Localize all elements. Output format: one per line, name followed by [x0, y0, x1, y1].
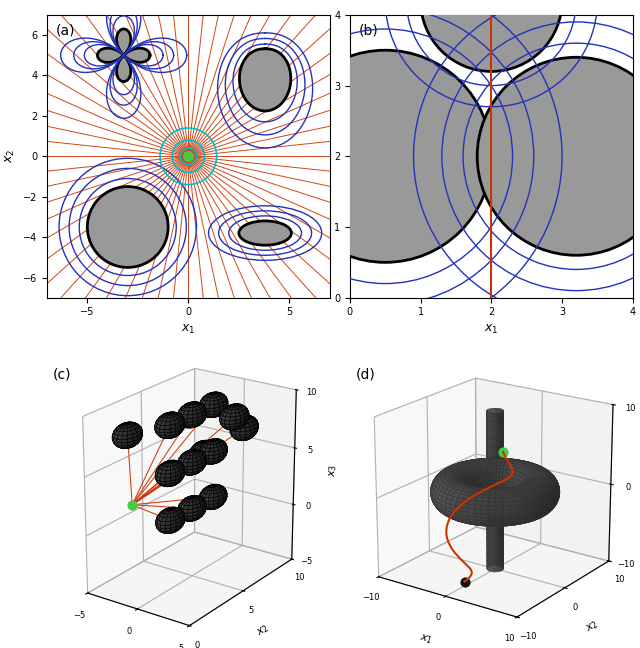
- Circle shape: [87, 187, 168, 268]
- Circle shape: [279, 50, 492, 262]
- Text: (c): (c): [52, 368, 71, 382]
- Text: (d): (d): [356, 368, 375, 382]
- Y-axis label: $x_2$: $x_2$: [584, 618, 602, 635]
- Polygon shape: [239, 49, 291, 111]
- Y-axis label: $x_2$: $x_2$: [255, 621, 272, 639]
- Circle shape: [420, 0, 562, 71]
- X-axis label: $x_1$: $x_1$: [484, 323, 499, 336]
- X-axis label: $x_1$: $x_1$: [417, 632, 433, 647]
- Ellipse shape: [239, 221, 291, 245]
- Text: (b): (b): [358, 23, 378, 38]
- Polygon shape: [97, 29, 150, 82]
- Y-axis label: $x_2$: $x_2$: [4, 149, 17, 163]
- X-axis label: $x_1$: $x_1$: [181, 323, 196, 336]
- Circle shape: [477, 57, 640, 255]
- Text: (a): (a): [56, 23, 75, 38]
